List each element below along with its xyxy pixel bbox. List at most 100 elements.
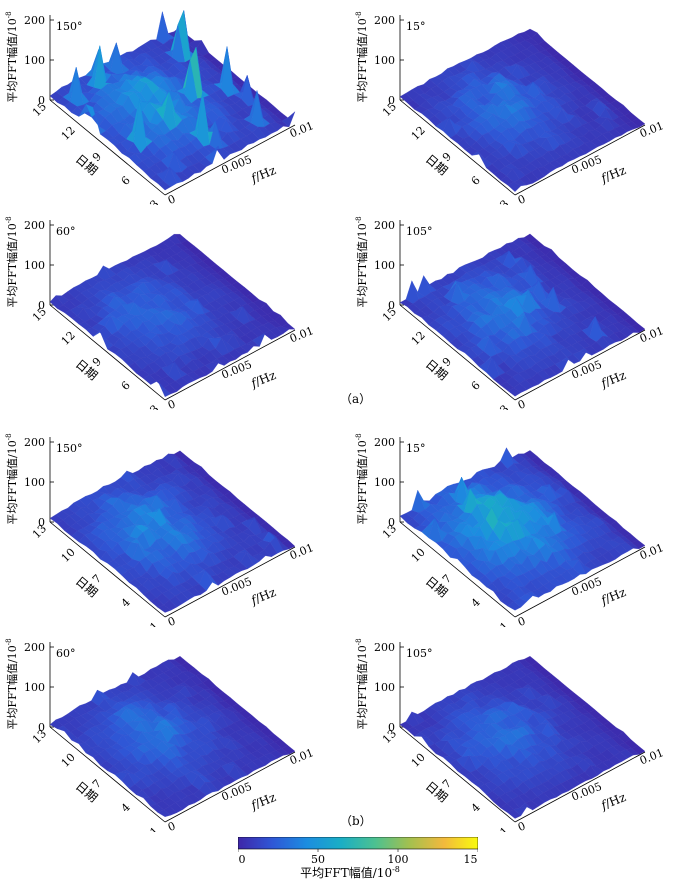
- surface-cell: [631, 539, 646, 550]
- z-tick-label: 0: [388, 299, 395, 312]
- freq-tick-label: 0: [166, 614, 177, 627]
- group-label-b: （b）: [340, 814, 372, 828]
- date-tick-label: 3: [497, 402, 511, 410]
- surface-mesh: [399, 656, 646, 819]
- freq-tick-label: 0.01: [288, 119, 316, 140]
- z-axis-label: 平均FFT幅值/10-8: [355, 11, 369, 102]
- freq-axis: [514, 124, 646, 196]
- surface-panel-b-1: 0 100 200 平均FFT幅值/10-8 150° 13 10 7 4 1 日期 0 0.005 0.…: [0, 422, 350, 627]
- surface-svg: 0100200平均FFT幅值/10-8150°1512963日期00.0050.…: [5, 9, 316, 205]
- surface-svg: 0100200平均FFT幅值/10-815°1310741日期00.0050.0…: [355, 433, 665, 627]
- z-tick-label: 0: [38, 516, 45, 529]
- z-tick-label: 200: [24, 436, 45, 449]
- surface-mesh: [399, 447, 646, 611]
- freq-axis-label: f/Hz: [248, 163, 278, 186]
- date-tick-label: 6: [119, 174, 133, 188]
- freq-axis-label: f/Hz: [598, 790, 628, 813]
- date-tick-label: 6: [469, 379, 483, 393]
- surface-panel-a-4: 0 100 200 平均FFT幅值/10-8 105° 15 12 9 6 3 日期 0 0.005 0.…: [350, 205, 700, 410]
- surface-mesh: [399, 233, 646, 397]
- date-tick-label: 15: [30, 305, 49, 324]
- freq-axis: [164, 546, 296, 618]
- date-tick-label: 3: [147, 402, 161, 410]
- z-axis-label: 平均FFT幅值/10-8: [5, 11, 19, 102]
- date-axis: [49, 521, 166, 618]
- group-label-a: （a）: [340, 392, 372, 406]
- surface-mesh: [399, 28, 646, 192]
- surface-cell: [281, 745, 296, 755]
- surface-cell: [631, 745, 646, 755]
- surface-svg: 0100200平均FFT幅值/10-815°1512963日期00.0050.0…: [355, 11, 665, 205]
- surface-mesh: [49, 233, 296, 398]
- z-tick-label: 0: [388, 516, 395, 529]
- surface-panel-a-1: 0 100 200 平均FFT幅值/10-8 150° 15 12 9 6 3 日期 0 0.005 0.…: [0, 0, 350, 205]
- surface-mesh: [49, 9, 296, 191]
- z-tick-label: 200: [374, 14, 395, 27]
- angle-label: 105°: [406, 225, 433, 238]
- angle-label: 105°: [406, 647, 433, 660]
- date-tick-label: 10: [59, 751, 78, 770]
- z-tick-label: 200: [24, 641, 45, 654]
- surface-svg: 0100200平均FFT幅值/10-860°1310741日期00.0050.0…: [5, 638, 315, 832]
- colorbar-title: 平均FFT幅值/10-8: [0, 864, 700, 881]
- surface-svg: 0100200平均FFT幅值/10-8105°1310741日期00.0050.…: [355, 638, 665, 832]
- z-tick-label: 100: [24, 476, 45, 489]
- colorbar-tick-label: 50: [311, 853, 325, 866]
- z-axis-label: 平均FFT幅值/10-8: [355, 638, 369, 729]
- surface-panel-a-2: 0 100 200 平均FFT幅值/10-8 15° 15 12 9 6 3 日期 0 0.005 0.0…: [350, 0, 700, 205]
- freq-axis-label: f/Hz: [598, 368, 628, 391]
- z-tick-label: 100: [24, 54, 45, 67]
- date-tick-label: 4: [469, 801, 483, 815]
- date-axis: [399, 726, 516, 823]
- angle-label: 60°: [56, 647, 76, 660]
- surface-svg: 0100200平均FFT幅值/10-8150°1310741日期00.0050.…: [5, 433, 315, 627]
- date-tick-label: 10: [59, 546, 78, 565]
- freq-tick-label: 0: [516, 819, 527, 832]
- date-tick-label: 3: [497, 197, 511, 205]
- date-tick-label: 10: [409, 751, 428, 770]
- date-tick-label: 12: [409, 329, 428, 348]
- z-tick-label: 200: [374, 436, 395, 449]
- date-tick-label: 4: [469, 596, 483, 610]
- z-axis-label: 平均FFT幅值/10-8: [5, 216, 19, 307]
- surface-svg: 0100200平均FFT幅值/10-8105°1512963日期00.0050.…: [355, 216, 665, 410]
- z-tick-label: 100: [374, 476, 395, 489]
- date-tick-label: 4: [119, 801, 133, 815]
- date-tick-label: 10: [409, 546, 428, 565]
- colorbar: 0 50 100 150: [238, 837, 478, 866]
- z-tick-label: 0: [38, 721, 45, 734]
- surface-mesh: [49, 450, 296, 613]
- freq-axis-label: f/Hz: [598, 585, 628, 608]
- z-tick-label: 0: [388, 94, 395, 107]
- freq-tick-label: 0: [166, 192, 177, 205]
- colorbar-tick-label: 0: [239, 853, 246, 866]
- freq-tick-label: 0: [516, 397, 527, 410]
- date-axis: [399, 304, 516, 401]
- z-tick-label: 0: [388, 721, 395, 734]
- angle-label: 150°: [56, 20, 83, 33]
- freq-axis-label: f/Hz: [248, 368, 278, 391]
- freq-tick-label: 0: [166, 819, 177, 832]
- freq-axis-label: f/Hz: [248, 585, 278, 608]
- date-tick-label: 1: [147, 824, 161, 832]
- surface-cell: [631, 118, 646, 128]
- date-tick-label: 1: [147, 619, 161, 627]
- freq-axis-label: f/Hz: [598, 163, 628, 186]
- date-tick-label: 3: [147, 197, 161, 205]
- freq-axis: [514, 329, 646, 401]
- surface-cell: [156, 11, 170, 45]
- date-tick-label: 15: [380, 100, 399, 119]
- surface-cell: [631, 323, 646, 333]
- z-tick-label: 200: [24, 14, 45, 27]
- date-axis: [49, 99, 166, 196]
- surface-svg: 0100200平均FFT幅值/10-860°1512963日期00.0050.0…: [5, 216, 315, 410]
- z-tick-label: 0: [38, 299, 45, 312]
- surface-panel-b-3: 0 100 200 平均FFT幅值/10-8 60° 13 10 7 4 1 日期 0 0.005 0.0…: [0, 627, 350, 832]
- angle-label: 15°: [406, 20, 426, 33]
- date-tick-label: 13: [380, 727, 399, 746]
- z-axis-label: 平均FFT幅值/10-8: [5, 638, 19, 729]
- z-tick-label: 200: [24, 219, 45, 232]
- freq-axis: [514, 751, 646, 823]
- date-tick-label: 12: [409, 124, 428, 143]
